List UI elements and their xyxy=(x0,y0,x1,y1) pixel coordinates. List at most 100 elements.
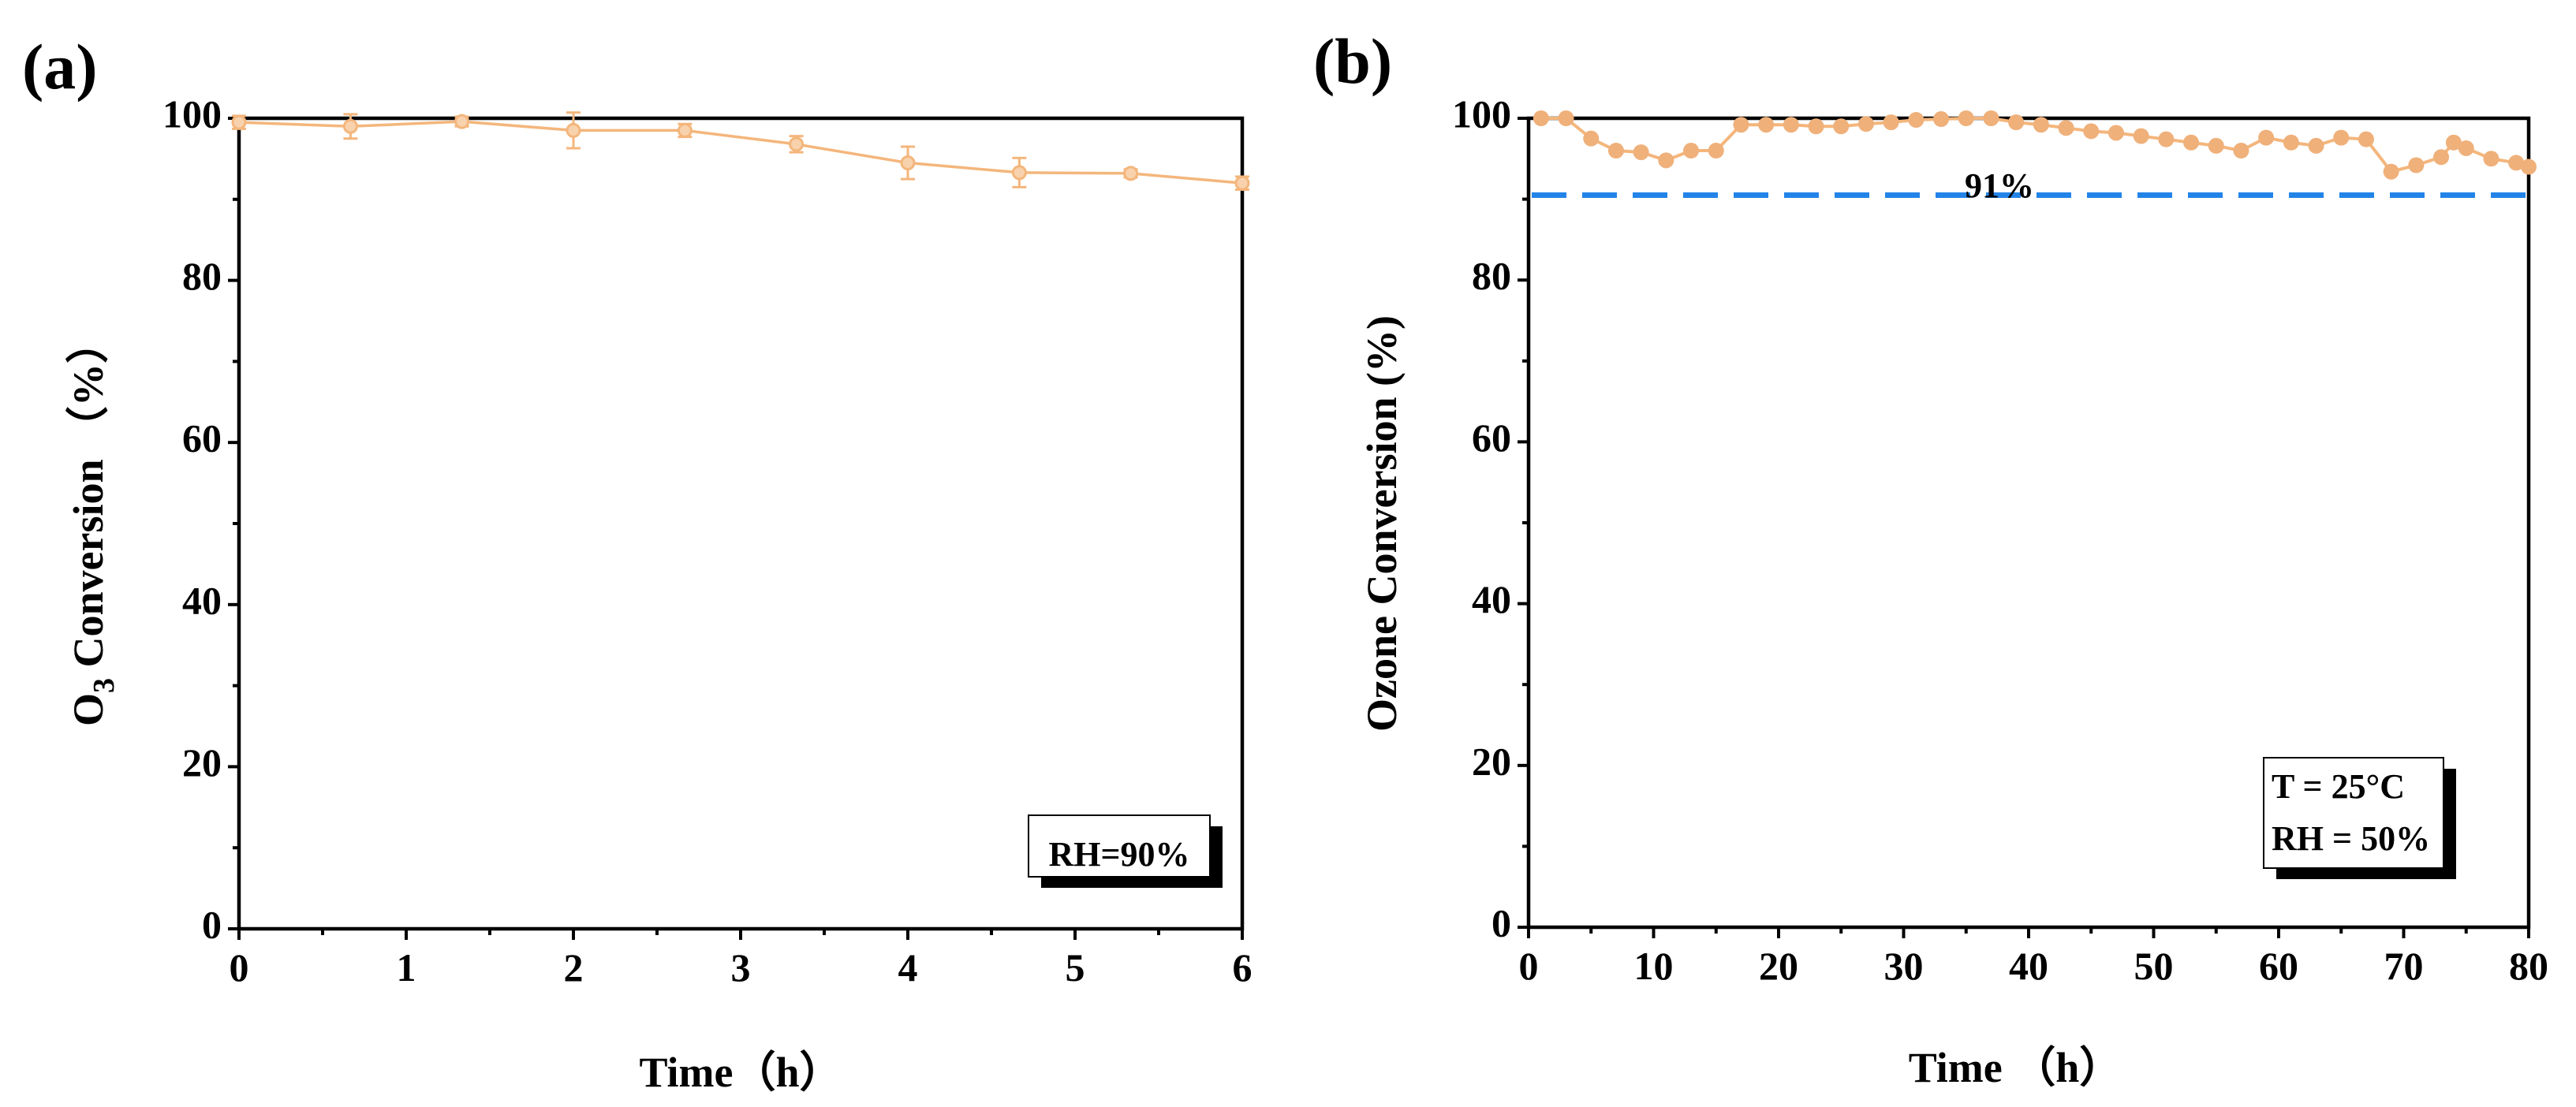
panel-b-data-point xyxy=(2107,125,2124,141)
panel-b-x-axis-title: Time （h） xyxy=(1909,1044,2122,1091)
a-y-tick-label: 40 xyxy=(182,578,222,622)
panel-a-y-axis-title: O3 Conversion （%） xyxy=(65,321,121,726)
panel-b-data-point xyxy=(2408,157,2425,173)
panel-b-data-point xyxy=(2158,131,2175,147)
b-y-tick-label: 20 xyxy=(1472,739,1511,783)
b-x-tick-label: 60 xyxy=(2259,944,2298,988)
panel-b-data-point xyxy=(1558,110,1574,126)
panel-b-data-point xyxy=(1833,118,1850,135)
panel-b-data-point xyxy=(2445,134,2462,151)
panel-a-data-point xyxy=(1123,166,1139,181)
panel-b-x-axis: 0 10 20 30 40 50 60 70 80 xyxy=(1519,927,2548,988)
panel-a-x-axis: 0 1 2 3 4 5 6 xyxy=(230,929,1253,990)
b-x-tick-label: 40 xyxy=(2009,944,2048,988)
a-y-tick-label: 100 xyxy=(162,91,222,136)
panel-a-data-point xyxy=(231,114,247,130)
panel-b-data-point xyxy=(1883,114,1899,131)
panel-b-data-point xyxy=(2508,155,2525,171)
panel-b-data-point xyxy=(2483,151,2499,167)
panel-b-data-point xyxy=(2058,120,2074,136)
panel-b: (b) 0 20 40 60 80 100 0 10 20 30 40 50 60 70 80 91% T… xyxy=(1313,25,2548,1091)
panel-b-annotation-line-1: T = 25°C xyxy=(2272,767,2405,806)
panel-b-data-point xyxy=(1908,112,1925,129)
a-y-tick-label: 80 xyxy=(182,254,222,298)
panel-a-label: (a) xyxy=(22,31,98,102)
a-x-tick-label: 1 xyxy=(397,945,416,990)
a-x-tick-label: 5 xyxy=(1066,945,1085,990)
panel-b-y-axis-title: Ozone Conversion (%) xyxy=(1358,315,1406,732)
panel-b-data-point xyxy=(1607,143,1624,159)
panel-b-data-point xyxy=(2208,137,2224,154)
panel-b-data-point xyxy=(1633,144,1649,161)
panel-b-data-point xyxy=(2333,129,2350,146)
a-x-tick-label: 3 xyxy=(731,945,751,990)
panel-b-label: (b) xyxy=(1313,25,1392,97)
b-x-tick-label: 20 xyxy=(1759,944,1798,988)
panel-a-series xyxy=(231,111,1250,191)
panel-b-data-point xyxy=(1783,117,1799,133)
panel-b-data-point xyxy=(2233,143,2249,159)
panel-b-data-point xyxy=(2033,117,2049,133)
panel-b-data-point xyxy=(1733,117,1749,133)
panel-a-annotation-box: RH=90% xyxy=(1028,814,1223,888)
a-y-tick-label: 0 xyxy=(202,902,222,946)
panel-b-data-point xyxy=(2358,131,2374,147)
b-y-tick-label: 100 xyxy=(1452,91,1511,136)
panel-b-data-point xyxy=(2308,137,2324,154)
panel-b-reference-label: 91% xyxy=(1965,166,2034,205)
b-x-tick-label: 80 xyxy=(2509,944,2548,988)
panel-b-annotation-box: T = 25°C RH = 50% xyxy=(2263,757,2456,879)
panel-b-data-point xyxy=(2433,149,2450,166)
panel-b-data-point xyxy=(2183,134,2200,151)
panel-a-series-line xyxy=(238,120,1243,184)
panel-b-data-point xyxy=(1708,143,1724,159)
b-x-tick-label: 30 xyxy=(1884,944,1924,988)
b-y-tick-label: 40 xyxy=(1472,577,1511,621)
a-y-tick-label: 60 xyxy=(182,416,222,460)
panel-b-data-point xyxy=(1683,143,1700,159)
panel-b-data-point xyxy=(2458,140,2474,156)
panel-a-data-point xyxy=(900,155,916,171)
panel-b-data-point xyxy=(1808,118,1824,135)
panel-b-data-point xyxy=(1658,152,1674,169)
panel-b-data-point xyxy=(2283,134,2299,151)
b-x-tick-label: 0 xyxy=(1519,944,1539,988)
panel-b-data-point xyxy=(2133,128,2149,144)
b-y-tick-label: 0 xyxy=(1491,900,1511,945)
panel-b-data-point xyxy=(2521,158,2537,175)
a-x-tick-label: 2 xyxy=(564,945,584,990)
panel-a: (a) 0 20 40 60 80 100 0 1 2 3 4 5 6 Time（h） O3 Conv… xyxy=(22,31,1253,1096)
b-y-tick-label: 60 xyxy=(1472,416,1511,460)
panel-a-data-point xyxy=(342,118,358,134)
panel-b-data-point xyxy=(1857,116,1874,132)
panel-a-data-point xyxy=(454,114,470,129)
panel-a-annotation-text: RH=90% xyxy=(1048,835,1189,874)
panel-b-data-point xyxy=(2258,129,2275,146)
panel-b-data-point xyxy=(1758,117,1775,133)
b-y-tick-label: 80 xyxy=(1472,254,1511,298)
panel-a-y-axis: 0 20 40 60 80 100 xyxy=(162,91,239,946)
panel-b-data-point xyxy=(2083,123,2100,140)
panel-a-data-point xyxy=(1011,165,1027,181)
b-x-tick-label: 10 xyxy=(1634,944,1674,988)
panel-b-data-point xyxy=(1933,111,1950,128)
panel-b-data-point xyxy=(1583,130,1600,147)
panel-b-annotation-line-2: RH = 50% xyxy=(2272,819,2430,858)
a-x-tick-label: 4 xyxy=(898,945,918,990)
panel-a-data-point xyxy=(1234,175,1250,191)
panel-b-data-point xyxy=(2008,114,2025,131)
panel-a-data-point xyxy=(677,122,693,138)
panel-b-data-point xyxy=(1958,110,1974,126)
panel-a-x-axis-title: Time（h） xyxy=(639,1049,842,1096)
panel-b-data-point xyxy=(1983,110,1999,126)
panel-a-data-point xyxy=(789,136,805,152)
a-y-tick-label: 20 xyxy=(182,740,222,785)
a-x-tick-label: 6 xyxy=(1233,945,1253,990)
panel-b-data-point xyxy=(2383,163,2399,180)
panel-b-series xyxy=(1533,110,2537,180)
panel-b-y-axis: 0 20 40 60 80 100 xyxy=(1452,91,1529,945)
b-x-tick-label: 70 xyxy=(2384,944,2424,988)
panel-a-plot-frame xyxy=(237,116,1245,931)
panel-a-data-point xyxy=(566,122,581,138)
